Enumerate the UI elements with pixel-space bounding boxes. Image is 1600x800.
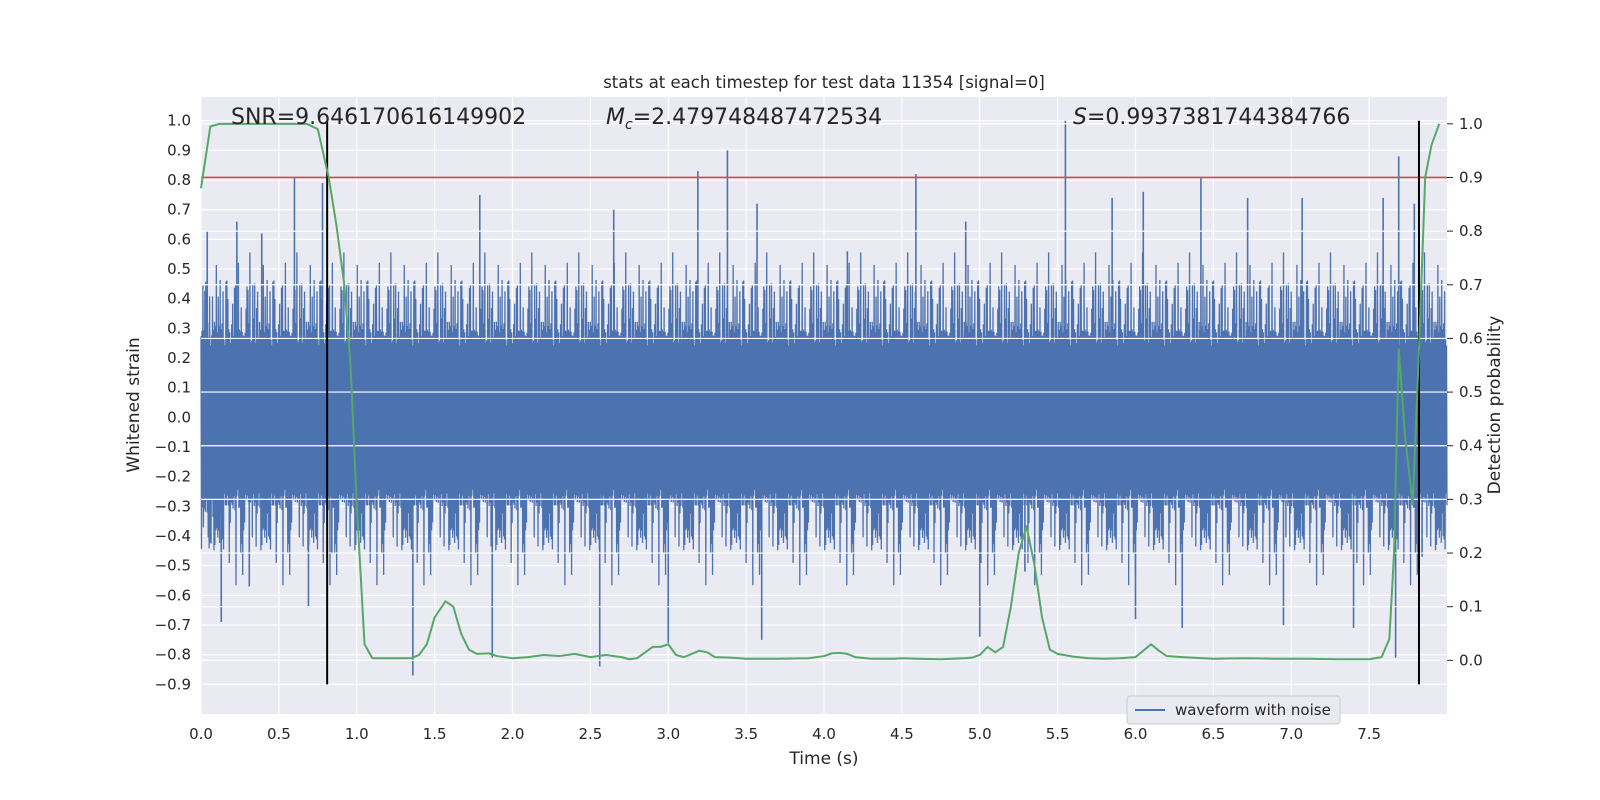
y-tick-label-left: 0.7 <box>167 201 191 219</box>
legend-box <box>1126 695 1341 725</box>
x-tick-label: 0.5 <box>267 725 291 743</box>
x-tick-label: 4.5 <box>890 725 914 743</box>
chirp-mass-value: =2.479748487472534 <box>633 105 882 130</box>
probability-line <box>200 122 1441 661</box>
y-tick-label-left: −0.6 <box>155 586 191 604</box>
y-axis-label-right: Detection probability <box>1485 316 1505 495</box>
y-tick-label-left: 0.0 <box>167 408 191 426</box>
y-tick-label-left: 0.3 <box>167 319 191 337</box>
snr-statistic-annotation: S=0.9937381744384766 <box>1073 105 1350 130</box>
y-axis-label-left: Whitened strain <box>124 337 144 472</box>
y-tick-label-left: −0.1 <box>155 438 191 456</box>
x-tick-label: 5.0 <box>968 725 992 743</box>
legend-label: waveform with noise <box>1175 701 1331 719</box>
y-tick-label-right: 0.6 <box>1459 329 1483 347</box>
x-tick-label: 2.5 <box>578 725 602 743</box>
x-axis-label: Time (s) <box>788 749 858 769</box>
y-tick-label-left: 0.2 <box>167 349 191 367</box>
y-tick-label-left: −0.7 <box>155 616 191 634</box>
s-symbol: S <box>1073 105 1087 130</box>
x-tick-label: 0.0 <box>189 725 213 743</box>
y-tick-label-left: −0.5 <box>155 557 191 575</box>
x-tick-label: 3.0 <box>656 725 680 743</box>
x-tick-label: 7.5 <box>1357 725 1381 743</box>
y-tick-label-left: −0.3 <box>155 497 191 515</box>
tick-labels: 0.0 0.5 1.0 1.5 2.0 2.5 3.0 3.5 4.0 4.5 5.0 5.5 6.0 6… <box>155 112 1483 743</box>
y-tick-label-right: 0.3 <box>1459 490 1483 508</box>
chirp-mass-annotation: Mc=2.479748487472534 <box>606 105 882 133</box>
y-tick-label-right: 0.8 <box>1459 222 1483 240</box>
y-tick-label-left: 0.5 <box>167 260 191 278</box>
y-tick-label-right: 0.0 <box>1459 651 1483 669</box>
y-tick-label-right: 0.5 <box>1459 383 1483 401</box>
y-tick-label-left: 0.8 <box>167 171 191 189</box>
y-tick-label-left: −0.4 <box>155 527 191 545</box>
waveform-series <box>200 120 1448 676</box>
y-tick-label-left: 0.1 <box>167 379 191 397</box>
reference-lines <box>201 120 1447 685</box>
y-tick-label-right: 0.2 <box>1459 544 1483 562</box>
y-tick-label-left: −0.9 <box>155 675 191 693</box>
x-tick-label: 4.0 <box>812 725 836 743</box>
x-tick-label: 7.0 <box>1279 725 1303 743</box>
x-tick-label: 5.5 <box>1046 725 1070 743</box>
chirp-mass-subscript: c <box>625 117 633 133</box>
snr-annotation: SNR=9.646170616149902 <box>231 105 526 130</box>
s-value: =0.9937381744384766 <box>1087 105 1350 130</box>
chirp-mass-symbol: M <box>606 105 625 130</box>
x-tick-label: 3.5 <box>734 725 758 743</box>
y-tick-label-left: −0.2 <box>155 468 191 486</box>
y-tick-label-left: 0.6 <box>167 230 191 248</box>
probability-series <box>200 122 1441 661</box>
x-tick-label: 1.0 <box>345 725 369 743</box>
y-tick-label-left: 0.9 <box>167 141 191 159</box>
y-tick-label-right: 0.1 <box>1459 598 1483 616</box>
y-tick-label-right: 1.0 <box>1459 115 1483 133</box>
y-tick-label-left: −0.8 <box>155 646 191 664</box>
y-tick-label-left: 0.4 <box>167 290 191 308</box>
x-tick-label: 6.5 <box>1201 725 1225 743</box>
x-tick-label: 6.0 <box>1124 725 1148 743</box>
y-tick-label-right: 0.9 <box>1459 168 1483 186</box>
legend: waveform with noise <box>1126 695 1341 725</box>
waveform-line <box>200 252 1448 586</box>
y-tick-label-left: 1.0 <box>167 112 191 130</box>
x-tick-label: 2.0 <box>501 725 525 743</box>
y-tick-label-right: 0.7 <box>1459 276 1483 294</box>
y-tick-label-right: 0.4 <box>1459 437 1483 455</box>
x-tick-label: 1.5 <box>423 725 447 743</box>
chart-title: stats at each timestep for test data 113… <box>603 73 1045 92</box>
